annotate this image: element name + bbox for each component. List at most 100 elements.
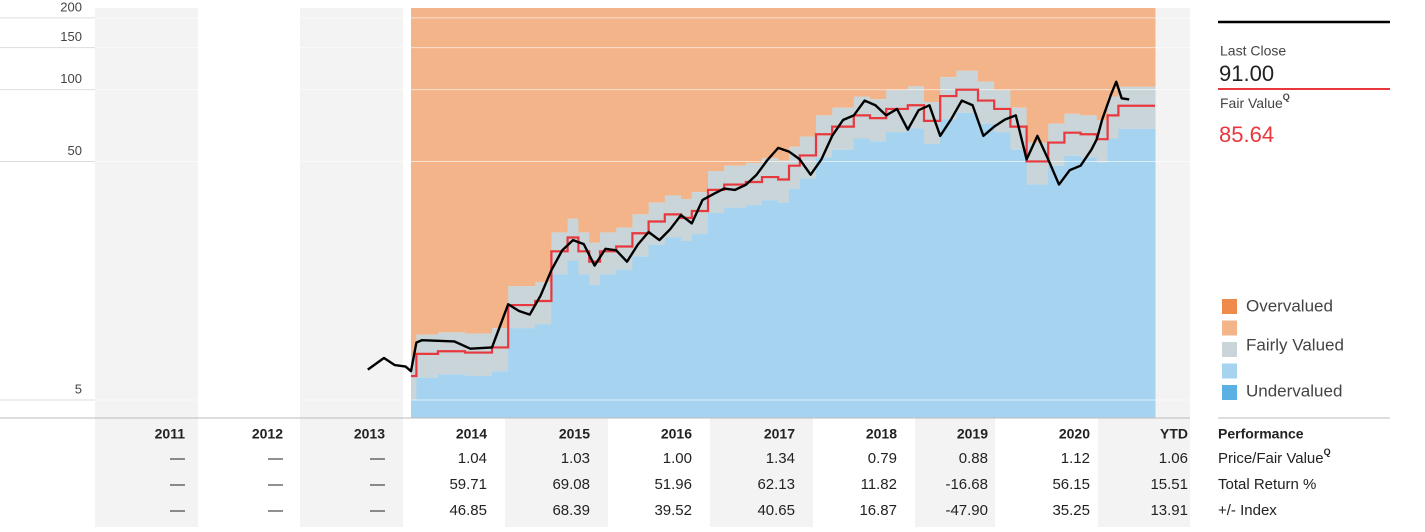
- fairly-valued-band: [907, 86, 925, 129]
- row-label: Total Return %: [1218, 476, 1316, 493]
- fairly-valued-band: [1107, 96, 1119, 139]
- undervalued-band: [789, 188, 801, 418]
- undervalued-band: [978, 123, 995, 418]
- table-cell: —: [370, 450, 385, 467]
- undervalued-band: [492, 371, 509, 418]
- legend-label: Fairly Valued: [1246, 335, 1344, 354]
- fairly-valued-band: [438, 332, 466, 375]
- fairly-valued-band: [600, 232, 617, 275]
- undervalued-band: [870, 141, 887, 418]
- column-shade: [300, 8, 403, 527]
- undervalued-band: [724, 207, 747, 418]
- column-header: 2016: [661, 426, 692, 442]
- undervalued-band: [578, 274, 590, 418]
- fairly-valued-band: [799, 136, 817, 179]
- overvalued-band: [551, 8, 569, 233]
- table-cell: 1.34: [766, 450, 795, 467]
- table-cell: 35.25: [1052, 502, 1090, 519]
- fairly-valued-band: [465, 333, 493, 377]
- overvalued-band: [681, 8, 693, 199]
- fair-value-label: Fair ValueQ: [1220, 92, 1290, 110]
- overvalued-band: [438, 8, 466, 333]
- table-cell: 0.79: [868, 450, 897, 467]
- undervalued-band: [762, 200, 779, 418]
- fairly-valued-band: [832, 107, 855, 150]
- table-cell: —: [170, 450, 185, 467]
- table-cell: 46.85: [449, 502, 487, 519]
- overvalued-band: [870, 8, 887, 100]
- fairly-valued-band: [616, 227, 633, 270]
- legend-swatch: [1222, 320, 1237, 336]
- table-cell: 51.96: [654, 476, 692, 493]
- fairly-valued-band: [778, 160, 790, 203]
- undervalued-band: [664, 237, 682, 418]
- table-cell: 1.06: [1159, 450, 1188, 467]
- overvalued-band: [1010, 8, 1028, 108]
- undervalued-band: [681, 240, 693, 418]
- table-cell: 11.82: [861, 476, 897, 493]
- fairly-valued-band: [924, 101, 941, 144]
- legend-swatch: [1222, 342, 1237, 357]
- undervalued-band: [799, 178, 817, 418]
- overvalued-band: [648, 8, 666, 203]
- table-cell: 13.91: [1150, 502, 1188, 519]
- undervalued-band: [1096, 162, 1109, 418]
- undervalued-band: [567, 260, 579, 418]
- fairly-valued-band: [1026, 142, 1049, 185]
- undervalued-band: [745, 205, 763, 418]
- legend-swatch: [1222, 385, 1237, 400]
- fairly-valued-band: [978, 81, 995, 124]
- price-line: [367, 80, 1130, 373]
- undervalued-band: [1107, 138, 1119, 418]
- overvalued-band: [762, 8, 779, 159]
- table-cell: —: [268, 450, 283, 467]
- undervalued-band: [1064, 155, 1082, 418]
- table-header: Performance: [1218, 426, 1304, 442]
- overvalued-band: [1080, 8, 1098, 116]
- table-cell: 62.13: [757, 476, 795, 493]
- table-cell: -16.68: [945, 476, 988, 493]
- undervalued-band: [924, 143, 941, 419]
- row-label: Price/Fair ValueQ: [1218, 447, 1331, 467]
- overvalued-band: [978, 8, 995, 82]
- undervalued-band: [535, 324, 552, 418]
- fairly-valued-band: [416, 334, 439, 378]
- overvalued-band: [492, 8, 509, 329]
- column-header: 2017: [764, 426, 795, 442]
- fairly-valued-band: [492, 328, 509, 372]
- fairly-valued-band: [1096, 120, 1109, 163]
- table-cell: 56.15: [1052, 476, 1090, 493]
- overvalued-band: [924, 8, 941, 102]
- overvalued-band: [724, 8, 747, 166]
- undervalued-band: [648, 244, 666, 418]
- overvalued-band: [632, 8, 650, 215]
- overvalued-band: [789, 8, 801, 147]
- fairly-valued-band: [853, 96, 871, 139]
- overvalued-band: [567, 8, 579, 219]
- overvalued-band: [1026, 8, 1049, 143]
- fairly-valued-band: [578, 232, 590, 275]
- y-tick-label: 200: [60, 0, 82, 14]
- overvalued-band: [600, 8, 617, 233]
- overvalued-band: [1064, 8, 1082, 114]
- table-cell: 68.39: [552, 502, 590, 519]
- column-header: 2012: [252, 426, 283, 442]
- fairly-valued-band: [664, 195, 682, 238]
- legend-swatch: [1222, 363, 1237, 379]
- undervalued-band: [691, 234, 709, 418]
- fairly-valued-band: [940, 77, 957, 120]
- undervalued-band: [956, 112, 979, 418]
- overvalued-band: [535, 8, 552, 283]
- legend-label: Undervalued: [1246, 381, 1342, 400]
- column-header: 2018: [866, 426, 897, 442]
- fairly-valued-band: [789, 146, 801, 189]
- overvalued-band: [994, 8, 1011, 91]
- overvalued-band: [664, 8, 682, 196]
- undervalued-band: [940, 119, 957, 418]
- undervalued-band: [708, 212, 725, 418]
- y-tick-label: 50: [68, 143, 82, 158]
- overvalued-band: [956, 8, 979, 71]
- last-close-label: Last Close: [1220, 43, 1286, 59]
